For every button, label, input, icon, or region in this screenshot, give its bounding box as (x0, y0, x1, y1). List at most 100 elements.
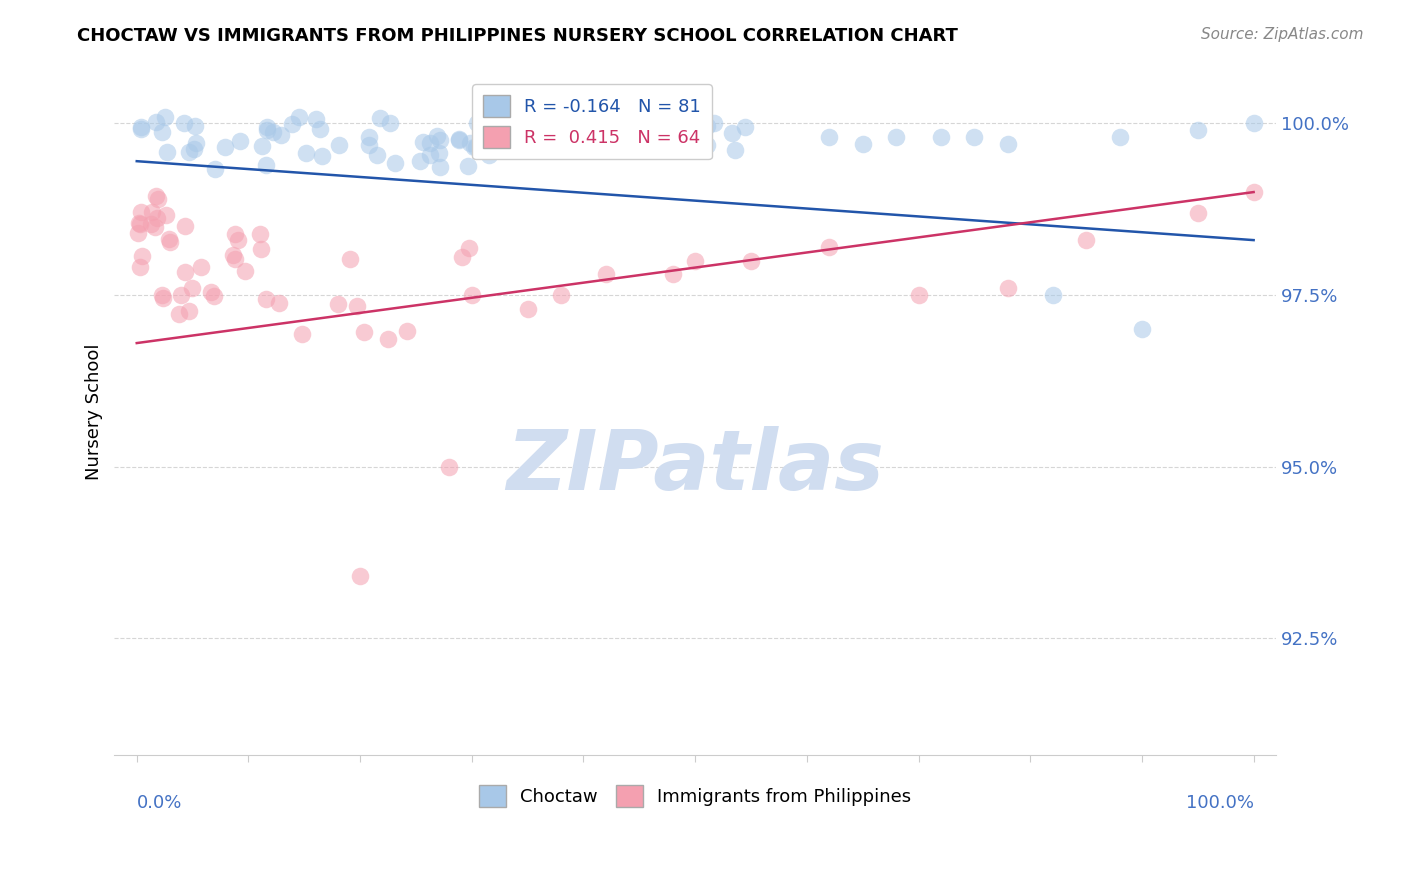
Point (662, 268, 685, 282)
Point (368, 111, 391, 125)
Point (409, 153, 432, 168)
Point (249, 227, 271, 241)
Point (270, 128, 292, 142)
Point (449, 131, 471, 145)
Point (141, 205, 163, 219)
Point (179, 304, 201, 318)
Legend: Choctaw, Immigrants from Philippines: Choctaw, Immigrants from Philippines (471, 778, 920, 814)
Point (458, 241, 481, 255)
Point (131, 205, 153, 219)
Point (256, 120, 278, 134)
Point (366, 148, 388, 162)
Point (696, 138, 718, 153)
Point (1108, 130, 1130, 145)
Point (419, 136, 441, 150)
Point (907, 288, 929, 302)
Point (378, 116, 401, 130)
Point (129, 122, 152, 136)
Point (412, 135, 434, 149)
Point (202, 288, 225, 302)
Point (538, 115, 561, 129)
Point (997, 136, 1019, 151)
Point (617, 121, 640, 136)
Point (634, 128, 657, 142)
Point (384, 156, 406, 170)
Point (204, 162, 226, 177)
Point (1243, 185, 1265, 199)
Point (439, 459, 461, 474)
Point (222, 248, 245, 262)
Point (155, 208, 177, 222)
Point (458, 136, 481, 150)
Point (472, 129, 495, 144)
Point (262, 125, 284, 139)
Point (1130, 322, 1153, 336)
Point (281, 117, 304, 131)
Point (703, 116, 725, 130)
Point (451, 251, 474, 265)
Point (167, 307, 190, 321)
Point (177, 145, 200, 160)
Point (349, 569, 371, 583)
Point (550, 288, 572, 302)
Point (180, 281, 202, 295)
Point (522, 126, 544, 140)
Point (269, 296, 291, 310)
Point (170, 288, 193, 302)
Point (155, 111, 177, 125)
Point (595, 268, 617, 282)
Point (311, 149, 333, 163)
Point (288, 110, 311, 124)
Point (295, 145, 318, 160)
Point (478, 147, 501, 161)
Point (519, 119, 541, 133)
Point (447, 133, 470, 147)
Point (419, 147, 441, 161)
Point (346, 299, 368, 313)
Point (291, 327, 314, 342)
Point (156, 145, 179, 160)
Point (183, 142, 205, 156)
Point (174, 265, 197, 279)
Point (308, 121, 330, 136)
Point (127, 226, 149, 240)
Point (688, 127, 710, 141)
Point (461, 288, 484, 302)
Point (174, 219, 197, 233)
Point (150, 287, 173, 301)
Point (200, 285, 222, 299)
Point (724, 144, 747, 158)
Point (1074, 233, 1097, 247)
Point (357, 129, 380, 144)
Point (963, 130, 986, 145)
Point (224, 227, 246, 241)
Point (1187, 123, 1209, 137)
Point (516, 301, 538, 316)
Point (427, 146, 450, 161)
Point (1243, 116, 1265, 130)
Point (145, 114, 167, 128)
Point (228, 134, 250, 148)
Point (305, 112, 328, 127)
Point (599, 136, 621, 151)
Point (250, 138, 273, 153)
Point (696, 120, 718, 134)
Point (852, 136, 875, 151)
Point (678, 132, 700, 146)
Point (638, 118, 661, 132)
Point (249, 242, 271, 256)
Point (131, 249, 153, 263)
Point (457, 159, 479, 173)
Point (186, 136, 208, 150)
Point (256, 123, 278, 137)
Text: ZIPatlas: ZIPatlas (506, 426, 884, 508)
Point (143, 219, 166, 234)
Text: 0.0%: 0.0% (136, 794, 183, 812)
Point (740, 253, 762, 268)
Text: 100.0%: 100.0% (1185, 794, 1254, 812)
Point (353, 325, 375, 339)
Point (190, 260, 212, 275)
Point (233, 264, 256, 278)
Point (339, 252, 361, 267)
Point (146, 192, 169, 206)
